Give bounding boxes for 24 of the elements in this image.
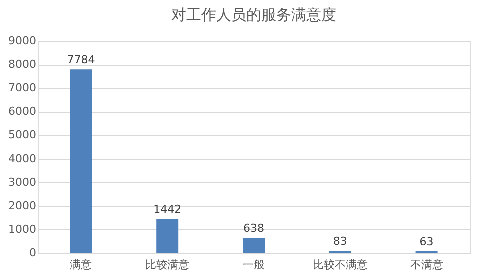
data-label: 1442 (154, 203, 182, 216)
data-label: 83 (333, 235, 348, 248)
x-tick-label: 不满意 (410, 258, 444, 272)
y-tick-label: 5000 (8, 128, 36, 142)
y-tick-label: 8000 (8, 58, 36, 72)
y-tick-label: 1000 (8, 222, 36, 236)
x-tick-label: 满意 (70, 258, 92, 272)
data-label: 638 (244, 222, 264, 235)
bar (243, 238, 265, 253)
data-label: 63 (420, 236, 434, 249)
chart-title: 对工作人员的服务满意度 (172, 6, 336, 24)
y-tick-label: 3000 (8, 176, 36, 189)
y-tick-label: 9000 (8, 34, 36, 48)
x-tick-label: 比较不满意 (312, 258, 368, 272)
y-tick-label: 6000 (8, 105, 36, 118)
x-tick-label: 一般 (243, 258, 265, 272)
data-label: 7784 (67, 54, 96, 67)
bar (70, 70, 92, 253)
x-tick-label: 比较满意 (146, 258, 190, 272)
y-tick-label: 2000 (8, 199, 36, 212)
bar (156, 219, 179, 253)
y-tick-label: 4000 (8, 152, 36, 166)
y-tick-label: 7000 (8, 82, 36, 95)
y-tick-label: 0 (30, 246, 36, 260)
